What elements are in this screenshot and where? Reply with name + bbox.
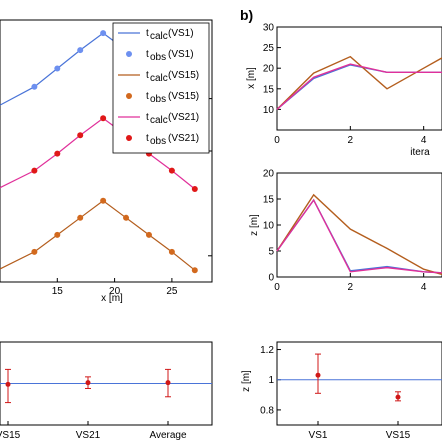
ytick-label: 15: [263, 84, 275, 95]
legend-label: t: [146, 133, 149, 144]
legend-label-tag: (VS1): [168, 28, 194, 39]
legend-label-sub: obs: [150, 94, 166, 105]
legend-label-tag: (VS15): [168, 91, 199, 102]
ytick-label: 1: [268, 375, 274, 386]
xlabel-a-top: x [m]: [101, 293, 123, 304]
data-point-VS15: [191, 267, 198, 274]
ytick-label: 20: [263, 64, 275, 75]
data-point-VS21: [100, 115, 107, 122]
series-line-VS15: [276, 193, 442, 276]
legend-dot-swatch: [126, 51, 132, 57]
data-point-VS15: [123, 214, 130, 221]
data-point-VS15: [77, 214, 84, 221]
xtick-label: VS1: [309, 430, 328, 441]
ytick-label: 0.8: [260, 405, 274, 416]
ylabel-b-bottom: z [m]: [241, 370, 252, 392]
ytick-label: 15: [263, 195, 275, 206]
data-point-VS21: [168, 167, 175, 174]
ytick-label: 10: [263, 105, 275, 116]
data-point-VS1: [77, 47, 84, 54]
xtick-label: 0: [274, 282, 280, 293]
xtick-label: 2: [348, 282, 354, 293]
plot-frame-b-z: [276, 172, 442, 278]
ylabel-b-x: x [m]: [246, 67, 257, 89]
data-point-VS15: [145, 231, 152, 238]
xtick-label-a-top: 20: [109, 286, 121, 297]
data-point-VS21: [54, 150, 61, 157]
data-point-VS15: [100, 197, 107, 204]
ytick-label: 1.2: [260, 345, 274, 356]
xtick-label: 4: [421, 135, 427, 146]
ytick-label: 30: [263, 23, 275, 34]
chart-b-bottom: z [m] 0.8 1 1.2 VS1 VS15: [241, 341, 442, 441]
series-line-VS15: [276, 55, 442, 110]
ytick-label: 20: [263, 169, 275, 180]
legend-label-tag: (VS15): [168, 70, 199, 81]
data-point: [395, 394, 401, 400]
data-point-VS15: [54, 231, 61, 238]
data-point-VS1: [100, 30, 107, 37]
data-point-VS15: [168, 248, 175, 255]
series-line-VS1: [276, 198, 442, 274]
legend-label: t: [146, 70, 149, 81]
legend-label: t: [146, 49, 149, 60]
ytick-label: 10: [263, 221, 275, 232]
legend-label-tag: (VS21): [168, 133, 199, 144]
legend-label-sub: calc: [150, 73, 168, 84]
legend-label-sub: obs: [150, 136, 166, 147]
xtick-label: VS15: [0, 430, 21, 441]
legend-label-sub: calc: [150, 31, 168, 42]
data-point-VS1: [54, 65, 61, 72]
data-point-VS21: [77, 132, 84, 139]
plot-frame-b-x: [276, 26, 442, 131]
chart-a-top: x [m] 15 20 25 t calc (VS1)t obs (VS1)t calc (VS…: [0, 19, 213, 304]
legend-label: t: [146, 112, 149, 123]
series-line-VS15: [0, 200, 196, 271]
data-point: [5, 381, 11, 387]
data-point-VS1: [31, 83, 38, 90]
data-point: [315, 372, 321, 378]
legend-label-sub: calc: [150, 115, 168, 126]
legend-label-tag: (VS1): [168, 49, 194, 60]
legend-label: t: [146, 28, 149, 39]
legend-box: [112, 22, 210, 154]
xtick-label: VS21: [76, 430, 101, 441]
legend-dot-swatch: [126, 93, 132, 99]
data-point-VS21: [31, 167, 38, 174]
ytick-label: 25: [263, 43, 275, 54]
ytick-label: 0: [268, 273, 274, 284]
xtick-label: VS15: [386, 430, 411, 441]
xtick-label-a-top: 25: [166, 286, 178, 297]
legend-a-top: t calc (VS1)t obs (VS1)t calc (VS15)t obs (VS15)…: [112, 22, 210, 154]
xlabel-b-x: itera: [410, 147, 430, 158]
data-point: [165, 380, 171, 386]
legend-label-sub: obs: [150, 52, 166, 63]
chart-a-bottom: VS15 VS21 Average: [0, 341, 213, 441]
legend-label-tag: (VS21): [168, 112, 199, 123]
xtick-label: 4: [421, 282, 427, 293]
data-point: [85, 380, 91, 386]
xtick-label: Average: [149, 430, 187, 441]
data-point-VS21: [191, 185, 198, 192]
chart-b-z: z [m] 0 5 10 15 20 0 2 4: [249, 169, 442, 293]
xtick-label: 2: [348, 135, 354, 146]
legend-dot-swatch: [126, 135, 132, 141]
xtick-label: 0: [274, 135, 280, 146]
ytick-label: 5: [268, 247, 274, 258]
panel-label-b: b): [240, 7, 253, 23]
series-line-VS21: [276, 198, 442, 274]
legend-label: t: [146, 91, 149, 102]
data-point-VS15: [31, 248, 38, 255]
ylabel-b-z: z [m]: [249, 214, 260, 236]
plot-frame-b-bottom: [276, 341, 442, 426]
chart-b-x: x [m] itera 10 15 20 25 30 0 2 4: [246, 23, 442, 158]
xtick-label-a-top: 15: [52, 286, 64, 297]
series-line-VS21: [276, 63, 442, 110]
